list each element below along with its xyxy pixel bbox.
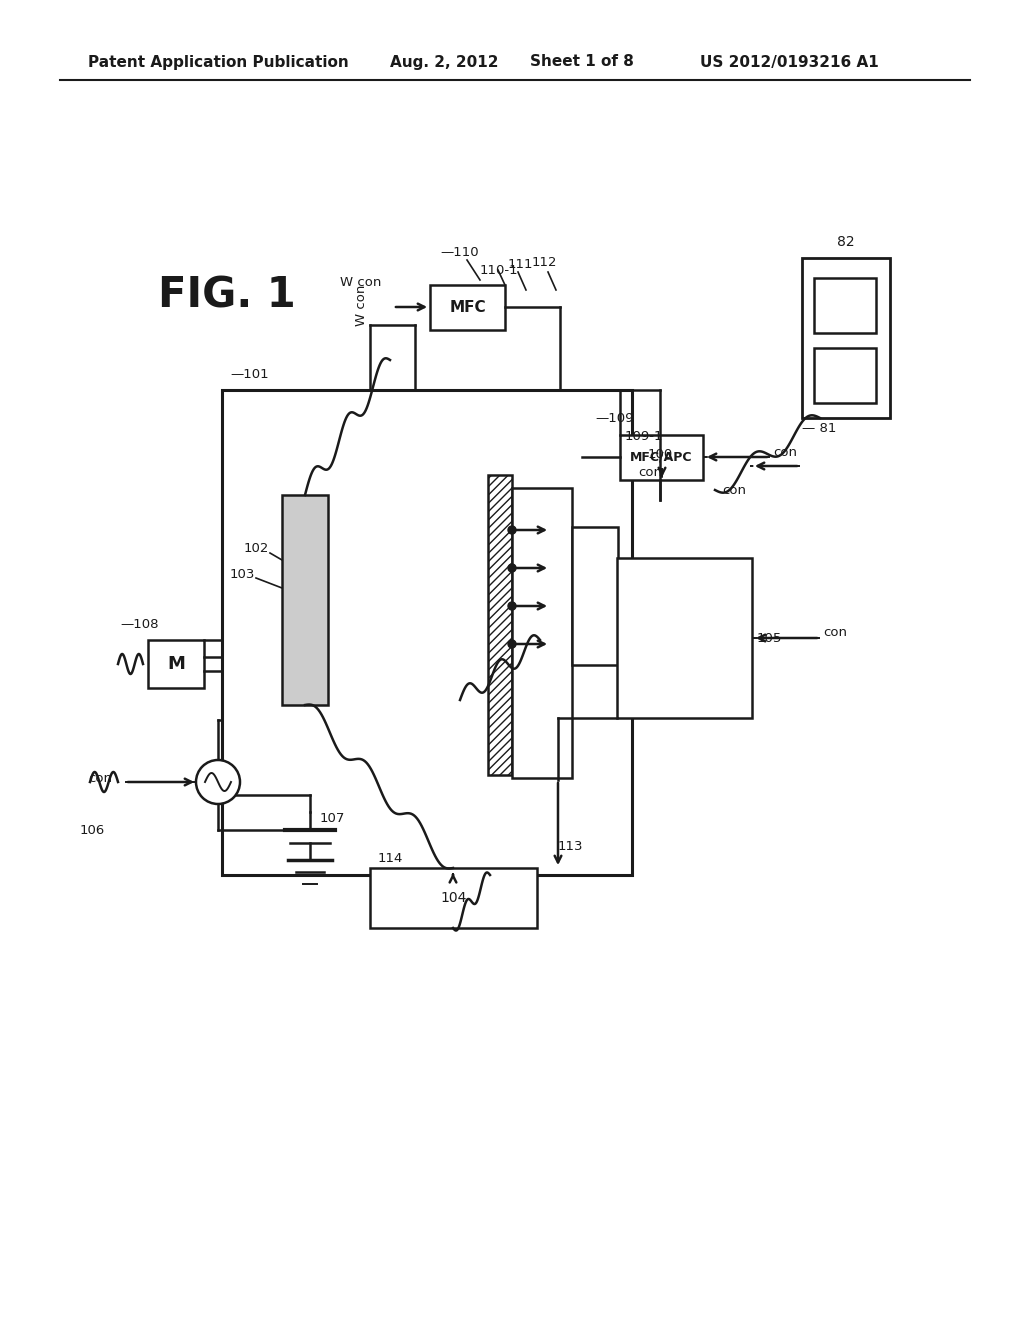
Text: 104: 104 xyxy=(440,891,467,906)
Bar xyxy=(617,558,752,718)
Bar xyxy=(282,495,328,705)
Text: —101: —101 xyxy=(230,368,268,381)
Text: MFC/APC: MFC/APC xyxy=(630,451,693,465)
Bar xyxy=(148,640,204,688)
Bar xyxy=(430,285,505,330)
Text: con: con xyxy=(773,446,797,458)
Bar xyxy=(222,389,632,875)
Text: 114: 114 xyxy=(378,851,403,865)
Text: 112: 112 xyxy=(532,256,557,268)
Text: 106: 106 xyxy=(80,824,105,837)
Text: FIG. 1: FIG. 1 xyxy=(158,275,296,315)
Text: 105: 105 xyxy=(757,631,782,644)
Bar xyxy=(512,488,572,777)
Circle shape xyxy=(508,640,516,648)
Text: con: con xyxy=(638,466,662,479)
Bar xyxy=(370,869,537,928)
Text: M: M xyxy=(167,655,185,673)
Text: MFC: MFC xyxy=(450,300,485,315)
Text: —110: —110 xyxy=(440,246,478,259)
Text: —108: —108 xyxy=(120,619,159,631)
Text: 103: 103 xyxy=(230,569,255,582)
Circle shape xyxy=(508,602,516,610)
Text: 113: 113 xyxy=(558,841,584,854)
Text: W con: W con xyxy=(340,276,381,289)
Text: Aug. 2, 2012: Aug. 2, 2012 xyxy=(390,54,499,70)
Text: 110-1: 110-1 xyxy=(480,264,518,276)
Text: —109: —109 xyxy=(595,412,634,425)
Text: Sheet 1 of 8: Sheet 1 of 8 xyxy=(530,54,634,70)
Text: 109-1: 109-1 xyxy=(625,430,664,444)
Text: — 81: — 81 xyxy=(802,421,837,434)
Bar xyxy=(488,475,512,775)
Text: Patent Application Publication: Patent Application Publication xyxy=(88,54,349,70)
Circle shape xyxy=(508,525,516,535)
Text: 100: 100 xyxy=(648,449,673,462)
Bar xyxy=(572,527,618,665)
Text: 82: 82 xyxy=(838,235,855,249)
Text: con: con xyxy=(722,483,746,496)
Text: con: con xyxy=(823,627,847,639)
Bar xyxy=(814,348,876,403)
Bar xyxy=(814,279,876,333)
Text: US 2012/0193216 A1: US 2012/0193216 A1 xyxy=(700,54,879,70)
Text: 111: 111 xyxy=(508,259,534,272)
Text: con: con xyxy=(88,771,112,784)
Text: 107: 107 xyxy=(319,812,345,825)
Bar xyxy=(802,257,890,418)
Circle shape xyxy=(196,760,240,804)
Text: 102: 102 xyxy=(244,541,269,554)
Bar xyxy=(620,436,703,480)
Circle shape xyxy=(508,564,516,572)
Text: W con: W con xyxy=(355,284,368,326)
